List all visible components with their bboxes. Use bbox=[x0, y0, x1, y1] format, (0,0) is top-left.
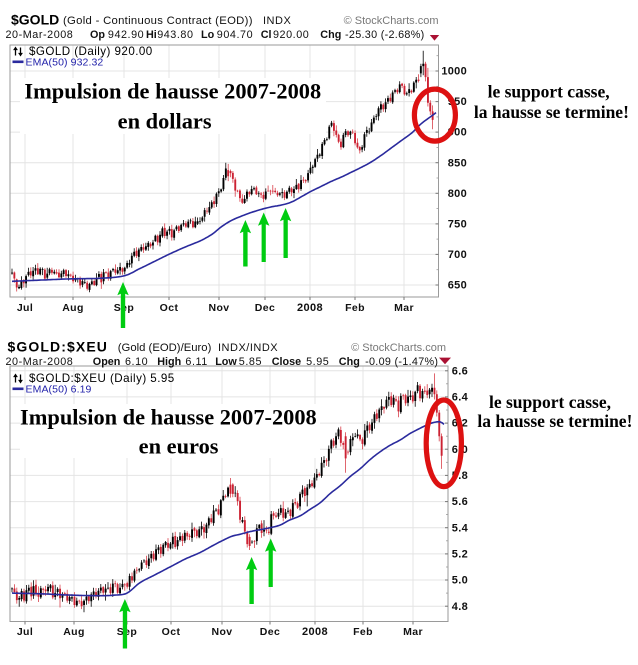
svg-text:750: 750 bbox=[448, 219, 467, 231]
svg-text:Dec: Dec bbox=[255, 302, 275, 314]
svg-text:Aug: Aug bbox=[62, 302, 84, 314]
svg-text:800: 800 bbox=[448, 188, 467, 200]
svg-text:5.2: 5.2 bbox=[452, 549, 468, 561]
svg-text:1000: 1000 bbox=[441, 66, 467, 78]
svg-text:$GOLD:$XEU (Daily) 5.95: $GOLD:$XEU (Daily) 5.95 bbox=[29, 372, 175, 385]
svg-text:$GOLD: $GOLD bbox=[11, 12, 59, 28]
svg-text:la hausse se termine!: la hausse se termine! bbox=[474, 102, 629, 122]
svg-text:INDX/INDX: INDX/INDX bbox=[218, 342, 278, 354]
svg-text:Jul: Jul bbox=[17, 626, 33, 638]
svg-text:2008: 2008 bbox=[297, 302, 323, 314]
svg-text:Impulsion de hausse 2007-2008: Impulsion de hausse 2007-2008 bbox=[20, 405, 317, 430]
svg-text:EMA(50) 6.19: EMA(50) 6.19 bbox=[26, 383, 92, 395]
svg-text:la hausse se termine!: la hausse se termine! bbox=[477, 411, 632, 431]
svg-text:Impulsion de hausse 2007-2008: Impulsion de hausse 2007-2008 bbox=[24, 79, 321, 104]
svg-text:INDX: INDX bbox=[263, 15, 291, 27]
svg-text:Oct: Oct bbox=[162, 626, 181, 638]
svg-text:Dec: Dec bbox=[260, 626, 280, 638]
svg-text:le support casse,: le support casse, bbox=[489, 392, 611, 412]
svg-text:Nov: Nov bbox=[211, 626, 232, 638]
svg-text:Mar: Mar bbox=[403, 626, 423, 638]
svg-text:5.6: 5.6 bbox=[452, 496, 468, 508]
svg-text:5.4: 5.4 bbox=[452, 522, 469, 534]
svg-text:© StockCharts.com: © StockCharts.com bbox=[351, 342, 446, 354]
svg-text:en euros: en euros bbox=[139, 434, 219, 459]
svg-text:6.6: 6.6 bbox=[452, 365, 468, 377]
svg-text:6.4: 6.4 bbox=[452, 392, 469, 404]
svg-text:EMA(50) 932.32: EMA(50) 932.32 bbox=[26, 57, 104, 69]
svg-text:Aug: Aug bbox=[63, 626, 85, 638]
svg-text:(Gold (EOD)/Euro): (Gold (EOD)/Euro) bbox=[118, 342, 212, 354]
svg-text:© StockCharts.com: © StockCharts.com bbox=[344, 15, 439, 27]
svg-text:Nov: Nov bbox=[208, 302, 229, 314]
svg-text:4.8: 4.8 bbox=[452, 601, 468, 613]
svg-text:Mar: Mar bbox=[394, 302, 414, 314]
svg-text:5.0: 5.0 bbox=[452, 575, 468, 587]
svg-text:850: 850 bbox=[448, 157, 467, 169]
svg-text:Feb: Feb bbox=[353, 626, 373, 638]
svg-text:le support casse,: le support casse, bbox=[488, 81, 610, 101]
svg-text:en dollars: en dollars bbox=[118, 109, 212, 134]
svg-text:$GOLD:$XEU: $GOLD:$XEU bbox=[8, 339, 108, 355]
svg-text:Oct: Oct bbox=[160, 302, 179, 314]
svg-text:650: 650 bbox=[448, 280, 467, 292]
svg-text:Jul: Jul bbox=[17, 302, 33, 314]
svg-text:(Gold - Continuous Contract (E: (Gold - Continuous Contract (EOD)) bbox=[63, 15, 253, 27]
svg-text:700: 700 bbox=[448, 249, 467, 261]
svg-text:$GOLD (Daily) 920.00: $GOLD (Daily) 920.00 bbox=[29, 45, 153, 58]
svg-text:Feb: Feb bbox=[345, 302, 365, 314]
svg-text:2008: 2008 bbox=[302, 626, 328, 638]
